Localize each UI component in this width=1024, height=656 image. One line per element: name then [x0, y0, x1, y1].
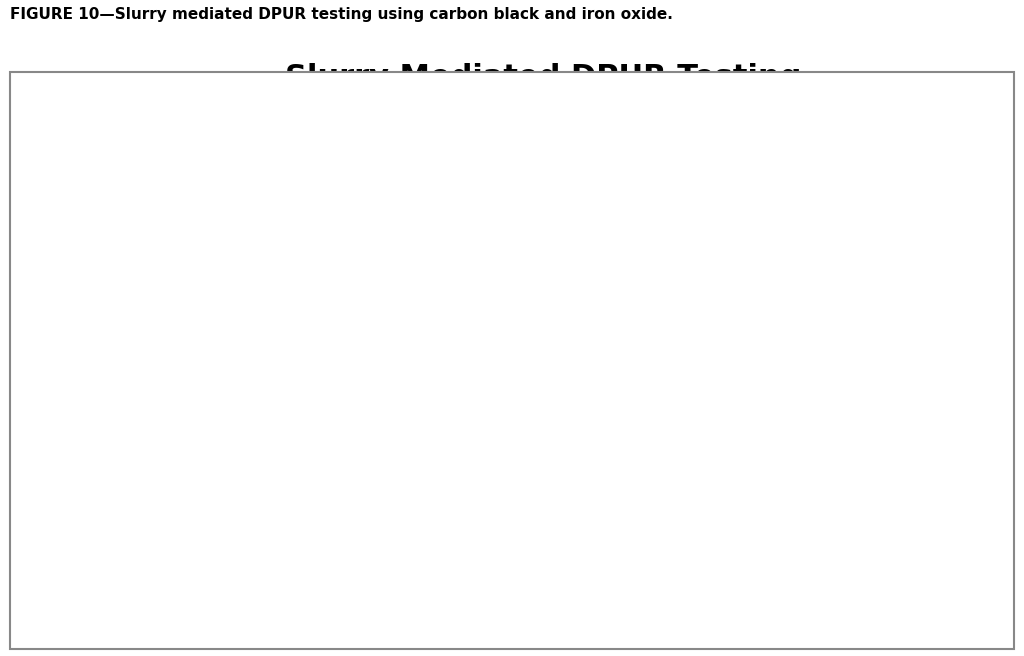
Bar — [665, 506, 708, 551]
Bar — [298, 546, 341, 551]
Bar — [909, 179, 952, 551]
Y-axis label: ΔGrayscale: ΔGrayscale — [38, 272, 55, 384]
Bar — [176, 531, 219, 551]
Text: FIGURE 10—Slurry mediated DPUR testing using carbon black and iron oxide.: FIGURE 10—Slurry mediated DPUR testing u… — [10, 7, 673, 22]
Legend: Carbon Black Slurry, Iron (III) Oxide Slurry: Carbon Black Slurry, Iron (III) Oxide Sl… — [100, 113, 538, 148]
Bar — [787, 234, 830, 551]
Bar — [133, 514, 176, 551]
Title: Slurry Mediated DPUR Testing: Slurry Mediated DPUR Testing — [285, 62, 801, 92]
Bar — [378, 308, 421, 551]
Bar — [866, 369, 909, 551]
Bar — [255, 487, 298, 551]
Bar — [623, 196, 665, 551]
Bar — [543, 533, 586, 551]
Bar — [421, 546, 463, 551]
Bar — [744, 512, 787, 551]
Bar — [500, 501, 543, 551]
